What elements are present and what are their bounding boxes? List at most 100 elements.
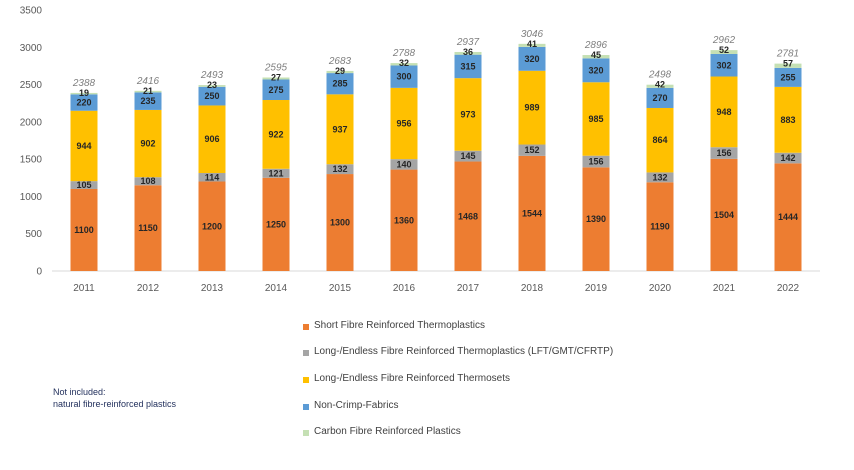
- data-label: 140: [396, 159, 411, 169]
- bar-segment: [582, 82, 610, 156]
- bar-segment: [70, 92, 98, 95]
- data-label: 944: [76, 141, 91, 151]
- data-label: 32: [399, 58, 409, 68]
- data-label: 864: [652, 135, 667, 145]
- data-label: 156: [716, 148, 731, 158]
- data-label: 956: [396, 118, 411, 128]
- total-label: 2896: [584, 40, 608, 51]
- legend-label: Carbon Fibre Reinforced Plastics: [314, 426, 461, 437]
- data-label: 220: [76, 98, 91, 108]
- data-label: 52: [719, 45, 729, 55]
- bar-segment: [518, 43, 546, 47]
- legend-label: Non-Crimp-Fabrics: [314, 400, 399, 411]
- bar-segment: [710, 50, 738, 54]
- y-axis: 0 500 1000 1500 2000 2500 3000 3500: [20, 6, 820, 278]
- data-label: 108: [140, 176, 155, 186]
- note-line-2: natural fibre-reinforced plastics: [53, 399, 177, 409]
- data-label: 973: [460, 109, 475, 119]
- legend-label: Short Fibre Reinforced Thermoplastics: [314, 320, 485, 331]
- data-label: 45: [591, 50, 601, 60]
- data-label: 948: [716, 107, 731, 117]
- bar-segment: [646, 182, 674, 271]
- bar-segment: [774, 163, 802, 271]
- y-tick-label: 3000: [20, 43, 43, 54]
- legend-label: Long-/Endless Fibre Reinforced Thermopla…: [314, 346, 614, 357]
- data-label: 250: [204, 91, 219, 101]
- data-label: 145: [460, 151, 475, 161]
- bar-segment: [518, 155, 546, 271]
- bar-segment: [326, 94, 354, 165]
- x-tick-label: 2015: [329, 283, 352, 294]
- total-label: 2683: [328, 56, 352, 67]
- y-tick-label: 1500: [20, 155, 43, 166]
- y-tick-label: 1000: [20, 192, 43, 203]
- data-label: 300: [396, 72, 411, 82]
- data-label: 23: [207, 80, 217, 90]
- data-label: 1100: [74, 225, 94, 235]
- bar-segment: [710, 147, 738, 159]
- data-label: 922: [268, 129, 283, 139]
- total-label: 2493: [200, 70, 224, 81]
- total-label: 2498: [648, 70, 672, 81]
- x-tick-label: 2022: [777, 283, 800, 294]
- bar-segment: [454, 54, 482, 79]
- data-label: 1390: [586, 214, 606, 224]
- y-tick-label: 0: [36, 267, 42, 278]
- bar-segment: [646, 84, 674, 88]
- x-tick-label: 2020: [649, 283, 672, 294]
- bar-segment: [390, 169, 418, 271]
- bar-segment: [774, 67, 802, 87]
- legend-swatch: [303, 350, 309, 356]
- data-label: 275: [268, 85, 283, 95]
- data-label: 1250: [266, 219, 286, 229]
- total-label: 2788: [392, 48, 416, 59]
- bar-segment: [582, 55, 610, 59]
- data-label: 36: [463, 47, 473, 57]
- bar-segment: [262, 77, 290, 80]
- bar-segment: [582, 58, 610, 83]
- not-included-note: Not included: natural fibre-reinforced p…: [53, 386, 176, 410]
- data-label: 1544: [522, 208, 542, 218]
- bar-segment: [262, 100, 290, 169]
- data-label: 255: [780, 72, 795, 82]
- data-label: 1300: [330, 218, 350, 228]
- total-label: 2962: [712, 35, 736, 46]
- x-tick-label: 2014: [265, 283, 288, 294]
- bar-segment: [390, 63, 418, 66]
- data-label: 42: [655, 80, 665, 90]
- bar-segment: [262, 79, 290, 101]
- bar-segment: [646, 107, 674, 173]
- data-label: 1190: [650, 222, 670, 232]
- data-label: 270: [652, 93, 667, 103]
- data-label: 902: [140, 139, 155, 149]
- data-label: 1200: [202, 221, 222, 231]
- x-tick-label: 2011: [73, 283, 95, 294]
- note-line-1: Not included:: [53, 387, 106, 397]
- total-label: 2781: [776, 49, 799, 60]
- bar-segment: [390, 159, 418, 170]
- bar-segment: [774, 86, 802, 153]
- data-label: 989: [524, 103, 539, 113]
- bar-segment: [198, 181, 226, 271]
- data-label: 132: [332, 164, 347, 174]
- total-label: 2388: [72, 78, 96, 89]
- data-label: 121: [268, 168, 283, 178]
- x-tick-label: 2017: [457, 283, 480, 294]
- bar-segment: [326, 174, 354, 271]
- data-label: 320: [588, 65, 603, 75]
- data-label: 19: [79, 88, 89, 98]
- data-label: 105: [76, 180, 91, 190]
- bar-segment: [454, 51, 482, 55]
- bar-segment: [454, 150, 482, 162]
- data-label: 27: [271, 72, 281, 82]
- data-label: 1360: [394, 215, 414, 225]
- bar-segment: [774, 63, 802, 68]
- x-tick-label: 2016: [393, 283, 416, 294]
- legend-swatch: [303, 377, 309, 383]
- data-label: 315: [460, 61, 475, 71]
- bar-segment: [326, 164, 354, 175]
- y-tick-label: 2000: [20, 117, 43, 128]
- data-label: 883: [780, 115, 795, 125]
- data-label: 320: [524, 54, 539, 64]
